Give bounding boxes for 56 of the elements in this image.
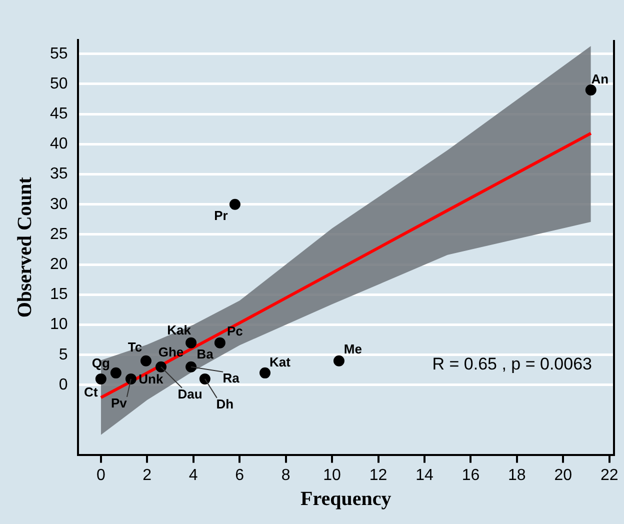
y-tick-label: 10 <box>50 316 68 334</box>
x-tick-label: 20 <box>554 466 572 484</box>
point <box>199 373 210 384</box>
point <box>186 337 197 348</box>
annotation: Ra <box>222 370 240 386</box>
point <box>229 198 240 210</box>
x-tick-label: 2 <box>142 466 152 484</box>
annotation: Ct <box>84 384 98 400</box>
y-tick-label: 50 <box>50 75 68 92</box>
annotation: R = 0.65 , p = 0.0063 <box>432 354 592 374</box>
x-axis-title: Frequency <box>300 488 392 510</box>
point <box>186 361 197 372</box>
y-tick-label: 20 <box>50 256 68 273</box>
point <box>156 361 166 372</box>
y-tick-label: 30 <box>50 196 68 213</box>
x-tick-label: 18 <box>508 466 526 484</box>
x-tick-label: 0 <box>96 466 106 484</box>
x-tick-label: 14 <box>416 466 434 484</box>
y-tick-label: 45 <box>50 105 68 122</box>
point <box>125 373 136 384</box>
y-tick-label: 5 <box>58 346 68 364</box>
annotation: Tc <box>128 339 142 354</box>
x-tick-label: 10 <box>323 466 342 484</box>
x-tick-label: 12 <box>369 466 388 484</box>
annotation: Pc <box>226 323 243 338</box>
x-tick-label: 6 <box>235 466 244 484</box>
annotation: Dau <box>178 386 202 402</box>
x-tick-label: 16 <box>462 466 480 484</box>
annotation: Qg <box>92 356 110 370</box>
point <box>585 84 596 96</box>
annotation: An <box>591 72 609 87</box>
y-tick-label: 25 <box>50 226 68 243</box>
y-tick-label: 40 <box>50 136 68 153</box>
y-tick-label: 35 <box>50 166 68 183</box>
point <box>110 367 122 378</box>
annotation: Pv <box>111 396 128 411</box>
y-axis-title: Observed Count <box>14 176 36 318</box>
annotation: Unk <box>138 372 164 387</box>
annotation: Kak <box>167 322 192 338</box>
annotation: Kat <box>270 354 292 370</box>
y-tick-label: 55 <box>50 45 68 62</box>
point <box>140 355 152 366</box>
annotation: Me <box>344 341 362 356</box>
annotation: Ghe <box>158 344 184 360</box>
annotation: Ba <box>196 346 214 362</box>
annotation: Dh <box>216 396 234 412</box>
point <box>214 337 226 348</box>
annotation: Pr <box>214 208 228 223</box>
y-tick-label: 15 <box>50 286 68 304</box>
y-tick-label: 0 <box>58 376 68 394</box>
x-tick-label: 22 <box>600 466 618 484</box>
x-tick-label: 8 <box>281 466 290 484</box>
point <box>95 373 106 384</box>
x-tick-label: 4 <box>188 466 198 484</box>
point <box>333 355 344 366</box>
point <box>260 367 271 378</box>
